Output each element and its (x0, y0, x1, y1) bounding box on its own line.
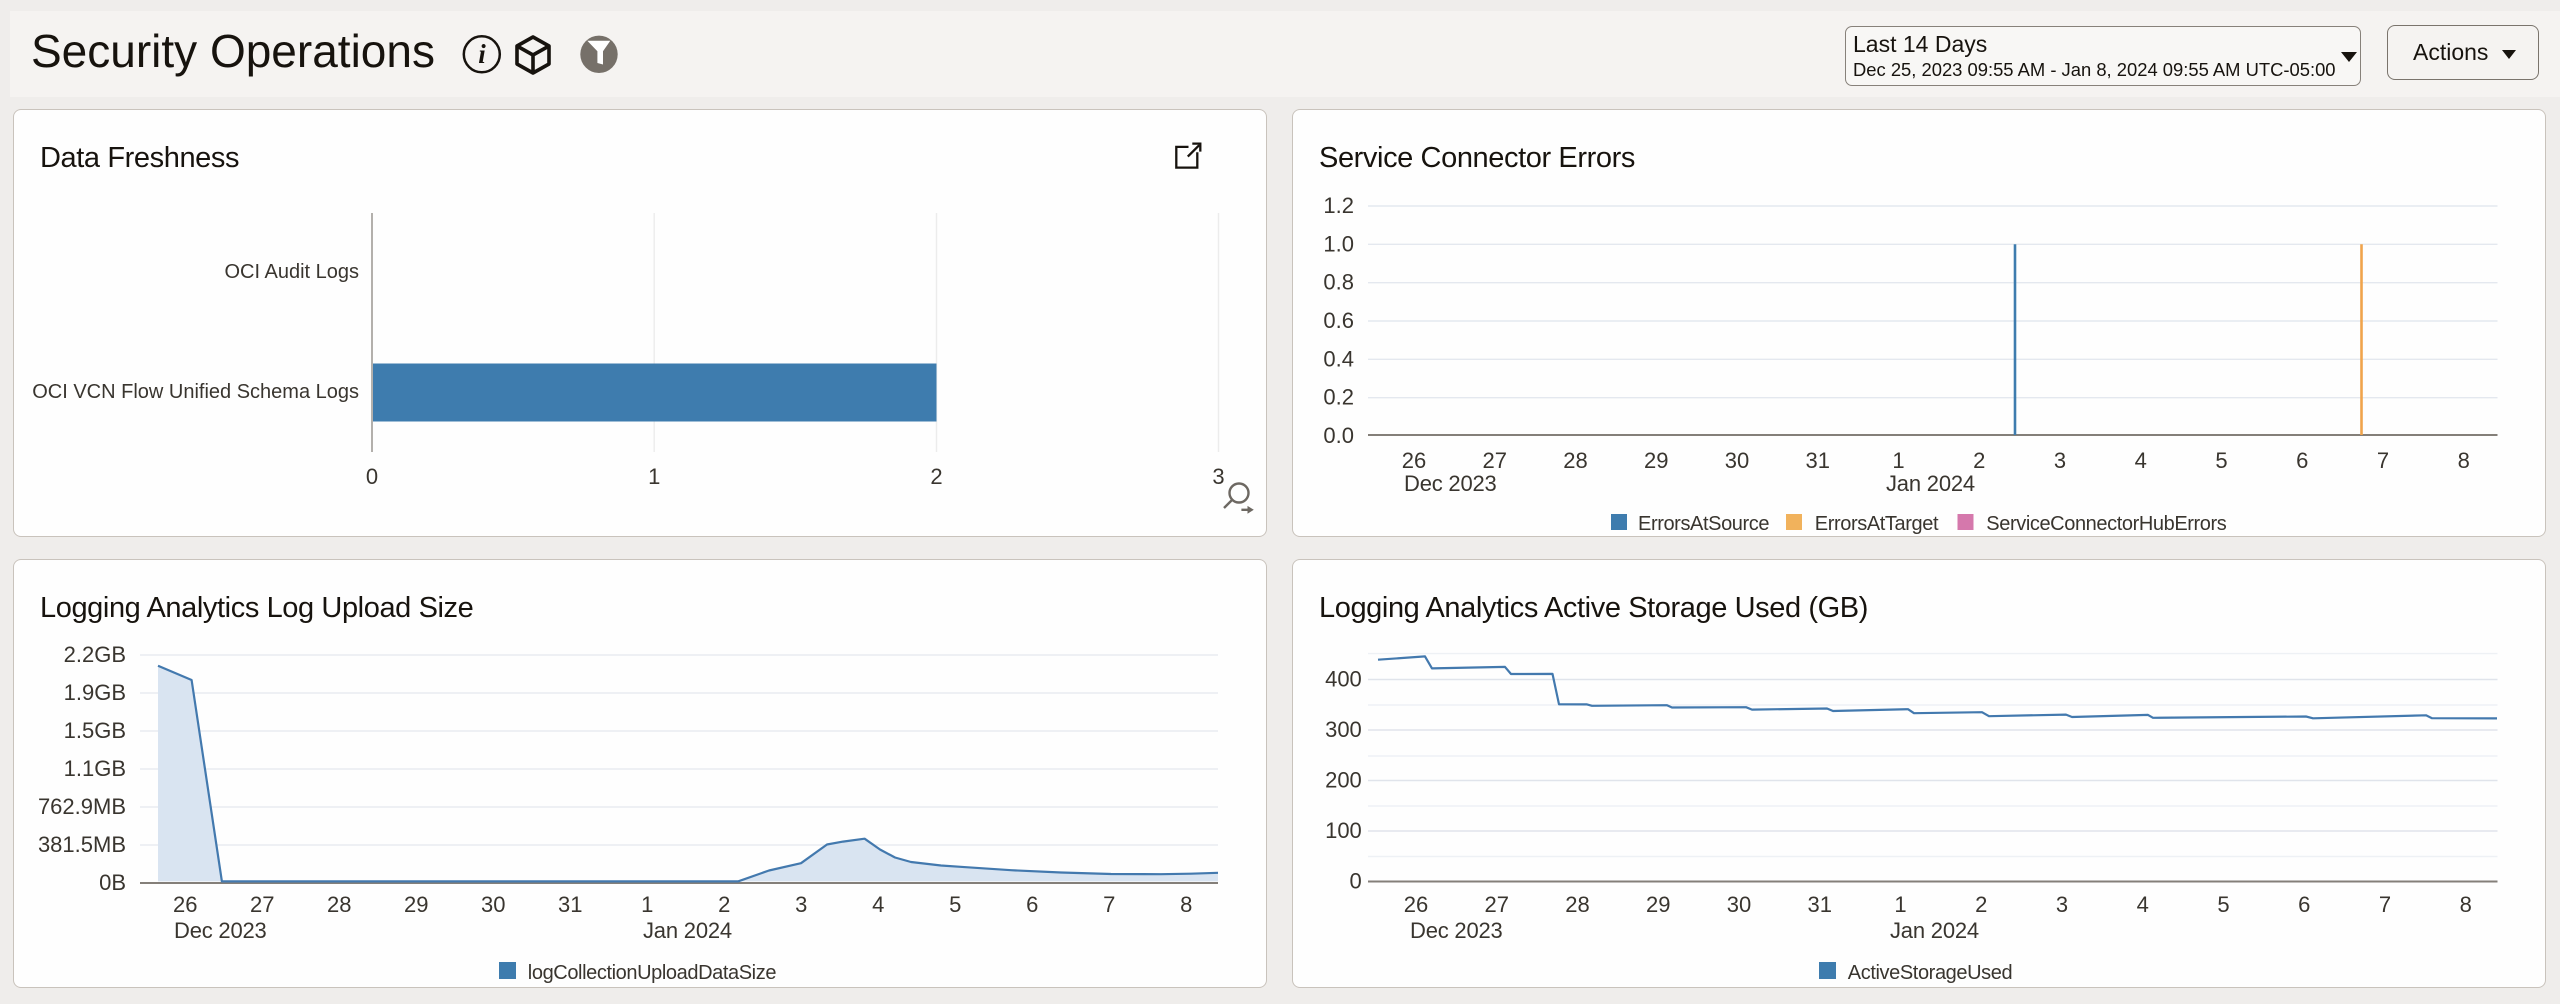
svg-text:31: 31 (558, 892, 582, 917)
svg-text:2: 2 (1973, 448, 1985, 473)
svg-text:Jan 2024: Jan 2024 (1886, 471, 1975, 496)
svg-text:6: 6 (2296, 448, 2308, 473)
svg-text:OCI Audit Logs: OCI Audit Logs (224, 261, 359, 283)
svg-text:1.2: 1.2 (1323, 193, 1354, 218)
svg-text:762.9MB: 762.9MB (38, 794, 126, 819)
svg-text:30: 30 (481, 892, 505, 917)
svg-text:ActiveStorageUsed: ActiveStorageUsed (1848, 962, 2012, 984)
svg-text:5: 5 (2215, 448, 2227, 473)
svg-text:400: 400 (1325, 667, 1362, 692)
svg-text:8: 8 (2458, 448, 2470, 473)
svg-text:31: 31 (1808, 892, 1832, 917)
svg-text:0.4: 0.4 (1323, 346, 1354, 371)
svg-text:0.8: 0.8 (1323, 270, 1354, 295)
svg-text:29: 29 (1646, 892, 1670, 917)
svg-text:6: 6 (2298, 892, 2310, 917)
svg-text:2: 2 (1975, 892, 1987, 917)
svg-text:ServiceConnectorHubErrors: ServiceConnectorHubErrors (1986, 513, 2226, 535)
svg-text:3: 3 (795, 892, 807, 917)
svg-text:Jan 2024: Jan 2024 (643, 918, 732, 943)
svg-text:5: 5 (949, 892, 961, 917)
svg-text:i: i (478, 39, 486, 69)
svg-text:100: 100 (1325, 818, 1362, 843)
svg-text:0.0: 0.0 (1323, 423, 1354, 448)
svg-text:Dec 2023: Dec 2023 (1410, 918, 1503, 943)
svg-text:ErrorsAtSource: ErrorsAtSource (1638, 513, 1769, 535)
svg-text:28: 28 (1563, 448, 1587, 473)
svg-text:0B: 0B (99, 870, 126, 895)
svg-text:Dec 2023: Dec 2023 (1404, 471, 1497, 496)
svg-text:30: 30 (1727, 892, 1751, 917)
svg-text:31: 31 (1806, 448, 1830, 473)
svg-text:OCI VCN Flow Unified Schema Lo: OCI VCN Flow Unified Schema Logs (32, 381, 359, 403)
svg-text:2: 2 (718, 892, 730, 917)
svg-text:26: 26 (1404, 892, 1428, 917)
svg-text:200: 200 (1325, 768, 1362, 793)
svg-text:7: 7 (2377, 448, 2389, 473)
svg-text:29: 29 (404, 892, 428, 917)
svg-text:Dec 2023: Dec 2023 (174, 918, 267, 943)
svg-text:300: 300 (1325, 717, 1362, 742)
svg-text:29: 29 (1644, 448, 1668, 473)
svg-text:7: 7 (1103, 892, 1115, 917)
svg-text:0.2: 0.2 (1323, 385, 1354, 410)
svg-text:1: 1 (1894, 892, 1906, 917)
svg-text:3: 3 (1212, 464, 1224, 489)
svg-text:4: 4 (2137, 892, 2149, 917)
svg-text:1.9GB: 1.9GB (64, 680, 126, 705)
svg-text:Jan 2024: Jan 2024 (1890, 918, 1979, 943)
svg-text:logCollectionUploadDataSize: logCollectionUploadDataSize (528, 962, 777, 984)
svg-text:1.0: 1.0 (1323, 231, 1354, 256)
svg-text:27: 27 (250, 892, 274, 917)
svg-text:28: 28 (327, 892, 351, 917)
svg-text:3: 3 (2056, 892, 2068, 917)
svg-text:8: 8 (1180, 892, 1192, 917)
svg-text:1: 1 (648, 464, 660, 489)
svg-text:2.2GB: 2.2GB (64, 642, 126, 667)
svg-text:30: 30 (1725, 448, 1749, 473)
svg-text:7: 7 (2379, 892, 2391, 917)
svg-text:1.1GB: 1.1GB (64, 756, 126, 781)
svg-text:8: 8 (2460, 892, 2472, 917)
svg-text:0: 0 (1350, 869, 1362, 894)
svg-text:5: 5 (2217, 892, 2229, 917)
svg-text:26: 26 (1402, 448, 1426, 473)
svg-text:ErrorsAtTarget: ErrorsAtTarget (1815, 513, 1939, 535)
svg-text:4: 4 (872, 892, 884, 917)
svg-text:26: 26 (173, 892, 197, 917)
svg-text:27: 27 (1483, 448, 1507, 473)
svg-text:6: 6 (1026, 892, 1038, 917)
svg-text:27: 27 (1485, 892, 1509, 917)
svg-text:28: 28 (1565, 892, 1589, 917)
svg-text:3: 3 (2054, 448, 2066, 473)
svg-text:1: 1 (1892, 448, 1904, 473)
svg-text:1.5GB: 1.5GB (64, 718, 126, 743)
svg-text:1: 1 (641, 892, 653, 917)
svg-text:4: 4 (2135, 448, 2147, 473)
svg-text:0.6: 0.6 (1323, 308, 1354, 333)
svg-text:0: 0 (366, 464, 378, 489)
svg-text:381.5MB: 381.5MB (38, 832, 126, 857)
svg-text:2: 2 (930, 464, 942, 489)
